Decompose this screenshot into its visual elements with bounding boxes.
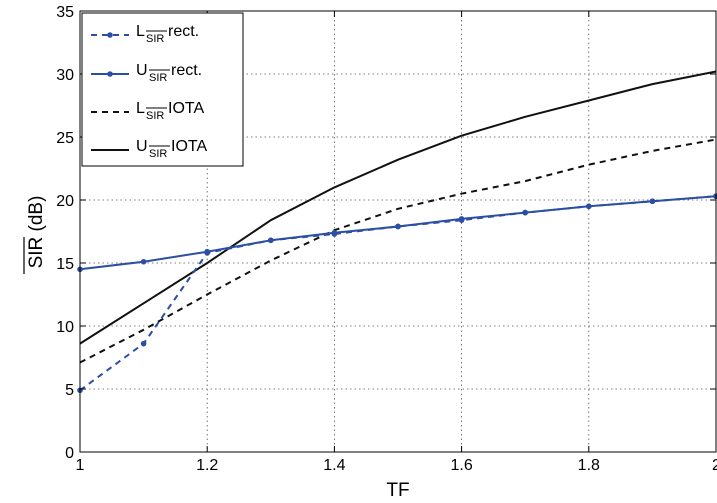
legend-entry: U SIR rect. (91, 62, 202, 84)
data-point (140, 258, 147, 265)
series-line-l-iota (79, 138, 717, 364)
axis-labels: TF SIR (dB) (23, 196, 410, 501)
y-tick-label: 10 (56, 319, 74, 336)
y-tick-label: 15 (56, 256, 74, 273)
series-u-rect (77, 193, 717, 273)
legend-entry: L SIR IOTA (91, 100, 204, 122)
legend-label-main: L (136, 23, 145, 40)
data-point (395, 223, 401, 230)
x-axis-label: TF (386, 480, 409, 501)
legend-box (81, 12, 244, 167)
y-axis-label-group: SIR (dB) (23, 196, 47, 274)
series-line-u-rect (79, 195, 717, 271)
legend-label-sub: SIR (149, 72, 167, 84)
x-tick-label: 1 (76, 457, 85, 474)
legend-label-tail: IOTA (168, 100, 204, 117)
x-tick-label: 1.4 (323, 457, 345, 474)
legend-label-tail: rect. (171, 62, 202, 79)
legend-entry: U SIR IOTA (91, 138, 207, 160)
legend-label-sub: SIR (149, 148, 167, 160)
y-tick-label: 25 (56, 130, 74, 147)
legend-label-tail: rect. (168, 23, 199, 40)
y-tick-label: 5 (65, 382, 74, 399)
legend-label-main: U (136, 138, 148, 155)
data-point (268, 237, 274, 244)
legend-marker (107, 71, 113, 77)
legend-label-tail: IOTA (171, 138, 207, 155)
y-tick-label: 30 (56, 67, 74, 84)
legend-label-main: U (136, 62, 148, 79)
y-tick-label: 0 (65, 445, 74, 462)
y-tick-label: 35 (56, 4, 74, 21)
data-point (522, 209, 528, 216)
plot-frame (79, 10, 717, 453)
x-tick-label: 1.6 (450, 457, 472, 474)
data-point (586, 203, 592, 210)
legend-label-sub: SIR (146, 33, 164, 45)
data-point (649, 198, 656, 205)
series-layer (77, 70, 717, 394)
x-tick-label: 1.8 (578, 457, 600, 474)
legend-label-main: L (136, 100, 145, 117)
x-tick-label: 1.2 (196, 457, 218, 474)
y-axis-label: SIR (dB) (26, 196, 47, 269)
legend-entry: L SIR rect. (91, 23, 199, 45)
series-line-u-iota (79, 70, 717, 345)
data-point (331, 229, 338, 236)
data-point (458, 216, 465, 222)
series-u-iota (79, 70, 717, 345)
y-tick-label: 20 (56, 193, 74, 210)
series-l-rect (77, 193, 717, 394)
legend-label-sub: SIR (146, 110, 164, 122)
data-point (140, 340, 147, 347)
x-tick-label: 2 (712, 457, 717, 474)
legend-marker (107, 32, 113, 38)
data-point (204, 248, 210, 255)
series-l-iota (79, 138, 717, 364)
